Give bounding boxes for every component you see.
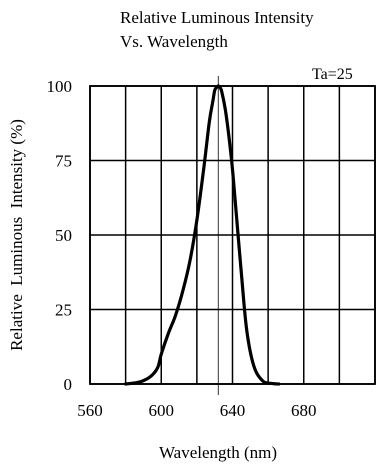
plot-frame [89,85,376,385]
y-tick-label: 0 [64,375,73,394]
tick-labels: 560 600 640 680 0 25 50 75 100 [47,77,317,420]
x-tick-label: 600 [149,401,175,420]
chart-title-line-2: Vs. Wavelength [120,32,228,51]
series-line [124,84,281,386]
x-tick-label: 560 [77,401,103,420]
x-axis-label: Wavelength (nm) [159,443,277,462]
temperature-annotation: Ta=25 [312,66,353,83]
y-tick-label: 50 [55,226,72,245]
x-tick-label: 640 [220,401,246,420]
y-axis-label: Relative Luminous Intensity (%) [7,119,26,351]
chart-title-line-1: Relative Luminous Intensity [120,8,314,27]
y-tick-label: 25 [55,301,72,320]
y-tick-label: 75 [55,152,72,171]
y-tick-label: 100 [47,77,73,96]
grid [89,85,376,385]
x-tick-label: 680 [291,401,317,420]
